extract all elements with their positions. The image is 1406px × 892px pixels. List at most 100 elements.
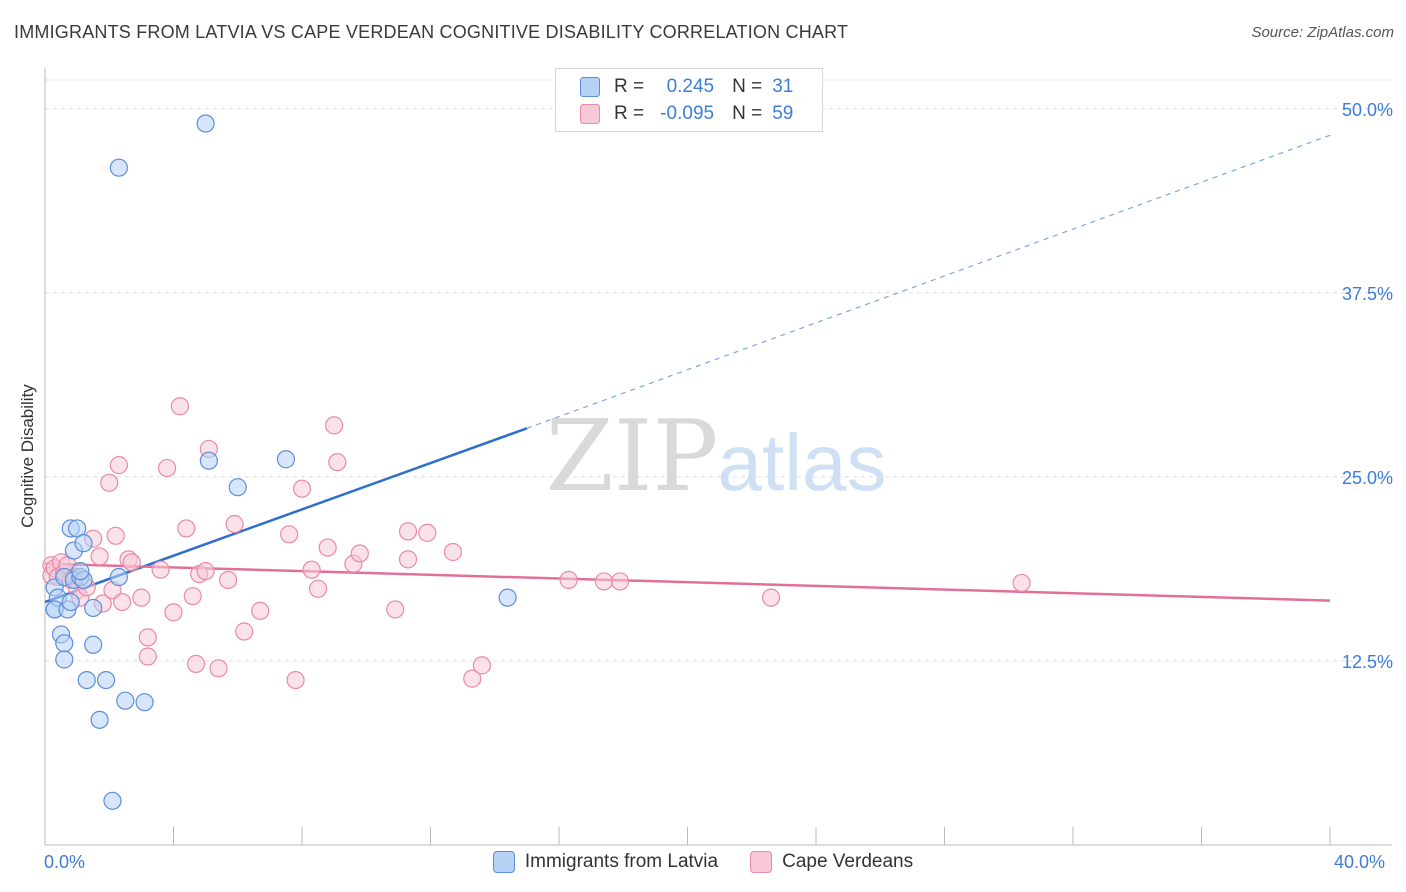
data-point-cape-verdeans — [90, 547, 109, 566]
data-point-cape-verdeans — [235, 622, 254, 641]
source-label: Source: ZipAtlas.com — [1251, 24, 1394, 41]
watermark: ZIP atlas — [546, 400, 887, 514]
legend-swatch-blue — [580, 77, 600, 97]
data-point-cape-verdeans — [472, 656, 491, 675]
data-point-latvia — [77, 670, 96, 690]
data-point-cape-verdeans — [418, 523, 437, 542]
x-tick-min: 0.0% — [44, 852, 86, 872]
data-point-cape-verdeans — [328, 453, 347, 472]
data-point-cape-verdeans — [170, 397, 190, 416]
data-point-cape-verdeans — [1012, 573, 1031, 593]
data-point-cape-verdeans — [219, 570, 238, 590]
data-point-latvia — [109, 567, 128, 587]
y-tick-labels: 12.5% 25.0% 37.5% 50.0% — [1342, 100, 1393, 672]
data-point-cape-verdeans — [209, 659, 228, 678]
data-point-latvia — [116, 691, 135, 710]
watermark-atlas: atlas — [718, 418, 887, 507]
x-tick-max: 40.0% — [1334, 852, 1386, 872]
data-point-cape-verdeans — [559, 570, 578, 590]
data-point-latvia — [55, 634, 74, 653]
data-point-cape-verdeans — [302, 560, 321, 579]
data-point-latvia — [90, 710, 109, 729]
data-point-latvia — [276, 450, 296, 469]
legend-swatch-blue — [492, 851, 515, 873]
data-point-cape-verdeans — [100, 473, 119, 492]
data-point-latvia — [498, 588, 517, 607]
data-point-latvia — [71, 562, 90, 581]
data-point-cape-verdeans — [186, 654, 206, 673]
data-point-cape-verdeans — [594, 572, 614, 591]
data-point-cape-verdeans — [157, 458, 177, 478]
n-value: 59 — [772, 103, 794, 124]
data-point-cape-verdeans — [761, 588, 781, 607]
data-point-latvia — [55, 650, 74, 669]
n-value: 31 — [772, 76, 794, 97]
trendline-latvia-extension — [526, 134, 1331, 429]
r-label: R = — [614, 103, 645, 124]
data-point-cape-verdeans — [398, 550, 418, 569]
data-point-latvia — [103, 791, 122, 810]
data-point-cape-verdeans — [286, 670, 305, 690]
r-label: R = — [614, 76, 645, 97]
data-point-latvia — [84, 598, 103, 618]
series-legend: Immigrants from Latvia Cape Verdeans — [0, 851, 1406, 873]
data-point-cape-verdeans — [398, 522, 418, 541]
data-point-latvia — [74, 534, 93, 553]
legend-label: Immigrants from Latvia — [524, 851, 719, 872]
data-point-cape-verdeans — [280, 525, 299, 544]
legend-swatch-pink — [580, 104, 600, 124]
data-point-cape-verdeans — [318, 538, 337, 557]
watermark-zip: ZIP — [546, 400, 719, 514]
data-point-cape-verdeans — [122, 553, 141, 572]
data-point-cape-verdeans — [350, 544, 369, 563]
r-value: -0.095 — [660, 103, 715, 124]
axes — [44, 68, 1392, 846]
legend-swatch-pink — [750, 851, 773, 873]
data-point-cape-verdeans — [164, 603, 183, 622]
chart-title: IMMIGRANTS FROM LATVIA VS CAPE VERDEAN C… — [14, 22, 849, 42]
legend-row-cape-verdeans: R = -0.095 N = 59 — [580, 102, 793, 126]
data-point-cape-verdeans — [106, 526, 125, 545]
grid-lines — [45, 79, 1392, 662]
data-point-cape-verdeans — [443, 542, 463, 562]
data-point-cape-verdeans — [386, 600, 405, 619]
data-point-cape-verdeans — [325, 416, 344, 435]
data-point-latvia — [61, 592, 80, 612]
correlation-legend: R = 0.245 N = 31 R = -0.095 N = 59 — [555, 68, 823, 132]
legend-label: Cape Verdeans — [782, 851, 914, 872]
y-axis-label: Cognitive Disability — [18, 384, 37, 528]
data-point-cape-verdeans — [138, 647, 157, 666]
n-label: N = — [732, 103, 763, 124]
data-point-cape-verdeans — [138, 628, 157, 647]
data-point-cape-verdeans — [308, 579, 328, 598]
data-point-cape-verdeans — [151, 560, 170, 579]
data-point-latvia — [96, 670, 116, 690]
data-point-latvia — [84, 635, 103, 654]
legend-item-latvia[interactable]: Immigrants from Latvia — [492, 851, 719, 873]
data-point-cape-verdeans — [225, 514, 244, 534]
data-point-cape-verdeans — [292, 479, 312, 498]
r-value: 0.245 — [666, 76, 715, 97]
n-label: N = — [732, 76, 763, 97]
data-points — [42, 114, 1031, 810]
legend-item-cape-verdeans[interactable]: Cape Verdeans — [750, 851, 913, 873]
data-point-latvia — [109, 158, 128, 177]
y-tick-label: 25.0% — [1342, 468, 1393, 488]
trendline-cape-verdeans — [44, 562, 1331, 602]
legend-row-latvia: R = 0.245 N = 31 — [580, 75, 793, 99]
data-point-cape-verdeans — [463, 669, 482, 688]
data-point-cape-verdeans — [109, 456, 128, 475]
data-point-cape-verdeans — [112, 592, 132, 612]
y-tick-label: 50.0% — [1342, 100, 1393, 120]
data-point-cape-verdeans — [196, 562, 215, 581]
data-point-cape-verdeans — [251, 601, 270, 620]
data-point-latvia — [196, 114, 215, 133]
data-point-latvia — [199, 451, 218, 470]
y-tick-label: 37.5% — [1342, 284, 1393, 304]
data-point-latvia — [228, 478, 247, 497]
data-point-cape-verdeans — [132, 588, 151, 607]
data-point-latvia — [135, 693, 154, 712]
data-point-cape-verdeans — [177, 519, 196, 538]
y-tick-label: 12.5% — [1342, 652, 1393, 672]
